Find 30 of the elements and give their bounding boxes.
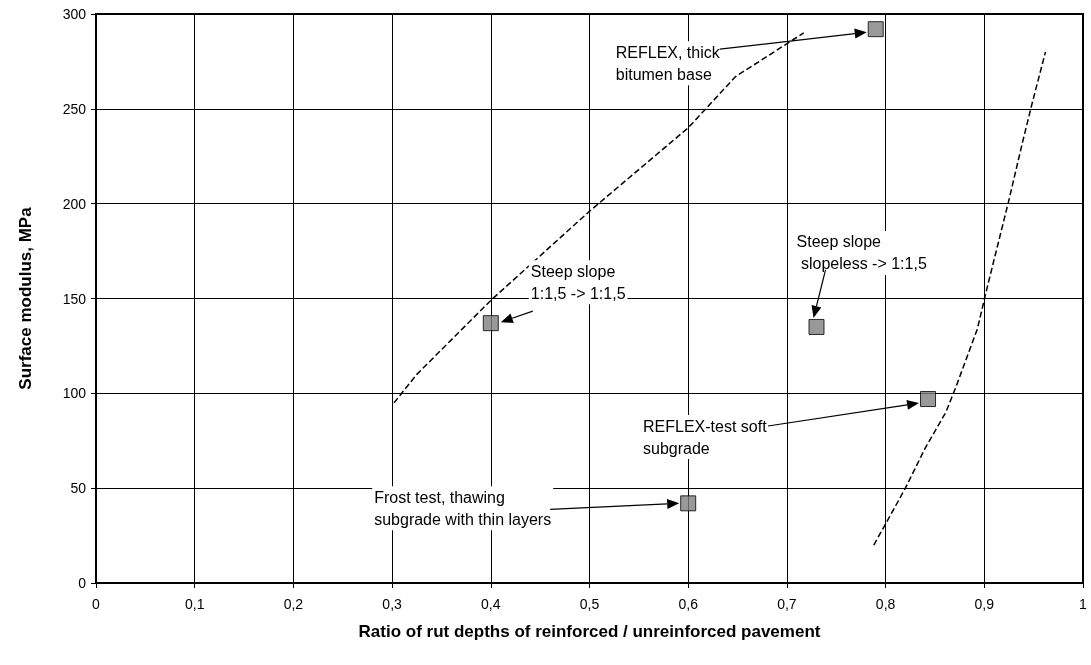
point [482, 315, 499, 332]
x-tick-label: 0,8 [875, 596, 896, 612]
point [680, 495, 697, 512]
x-tick-label: 1 [1079, 596, 1088, 612]
y-tick-label: 300 [62, 6, 87, 22]
x-tick-label: 0 [92, 596, 101, 612]
y-tick-label: 250 [62, 100, 87, 117]
annotation: Steep slope 1:1,5 -> 1:1,5 [530, 262, 626, 302]
annotation: Steep slope slopeless -> 1:1,5 [796, 233, 927, 273]
y-tick-label: 100 [62, 385, 87, 402]
y-tick-label: 50 [70, 480, 87, 497]
annotation: REFLEX, thick bitumen base [615, 43, 721, 83]
x-tick-label: 0,3 [382, 596, 403, 612]
y-tick-label: 200 [62, 195, 87, 212]
point [920, 391, 937, 408]
x-tick-label: 0,4 [481, 596, 501, 612]
x-tick-label: 0,6 [678, 596, 699, 612]
x-tick-label: 0,9 [974, 596, 995, 612]
x-tick-label: 0,1 [184, 596, 205, 612]
x-axis-title: Ratio of rut depths of reinforced / unreinforced pavement [358, 622, 821, 641]
annotation: Frost test, thawing subgrade with thin layers [374, 488, 552, 528]
x-tick-label: 0,2 [283, 596, 304, 612]
point [867, 21, 884, 38]
x-tick-label: 0,7 [777, 596, 797, 612]
point [808, 318, 825, 335]
y-tick-label: 0 [78, 575, 87, 591]
annotation: REFLEX-test soft subgrade [643, 417, 768, 457]
y-tick-label: 150 [62, 290, 87, 307]
y-axis-title: Surface modulus, MPa [16, 206, 35, 390]
x-tick-label: 0,5 [579, 596, 600, 612]
